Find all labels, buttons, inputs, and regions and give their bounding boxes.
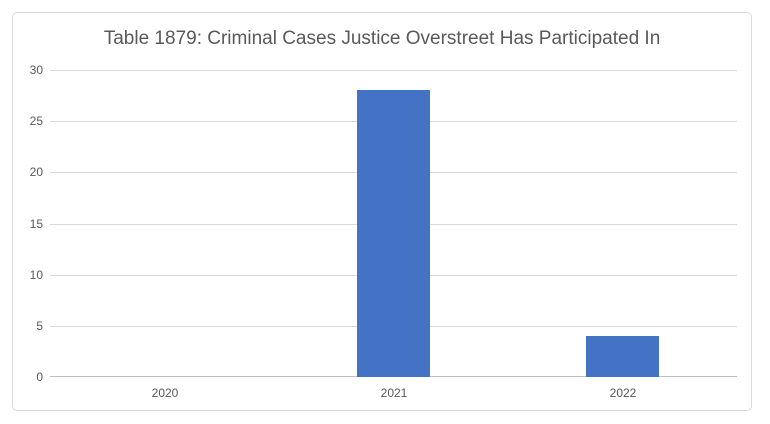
y-tick-label: 0 [36,370,43,384]
x-axis: 2020 2021 2022 [50,385,737,403]
y-tick-label: 10 [29,268,43,282]
bar-2022 [586,336,659,377]
y-tick-label: 5 [36,319,43,333]
y-tick-label: 30 [29,63,43,77]
plot-area [50,70,737,377]
x-tick-label: 2022 [609,386,637,400]
x-tick-label: 2021 [380,386,408,400]
x-tick-label: 2020 [151,386,179,400]
y-tick-label: 15 [29,217,43,231]
chart-title: Table 1879: Criminal Cases Justice Overs… [103,28,661,49]
bar-2021 [357,90,430,377]
y-axis: 0 5 10 15 20 25 30 [0,63,43,384]
gridline [50,70,737,71]
y-tick-label: 20 [29,165,43,179]
y-tick-label: 25 [29,114,43,128]
